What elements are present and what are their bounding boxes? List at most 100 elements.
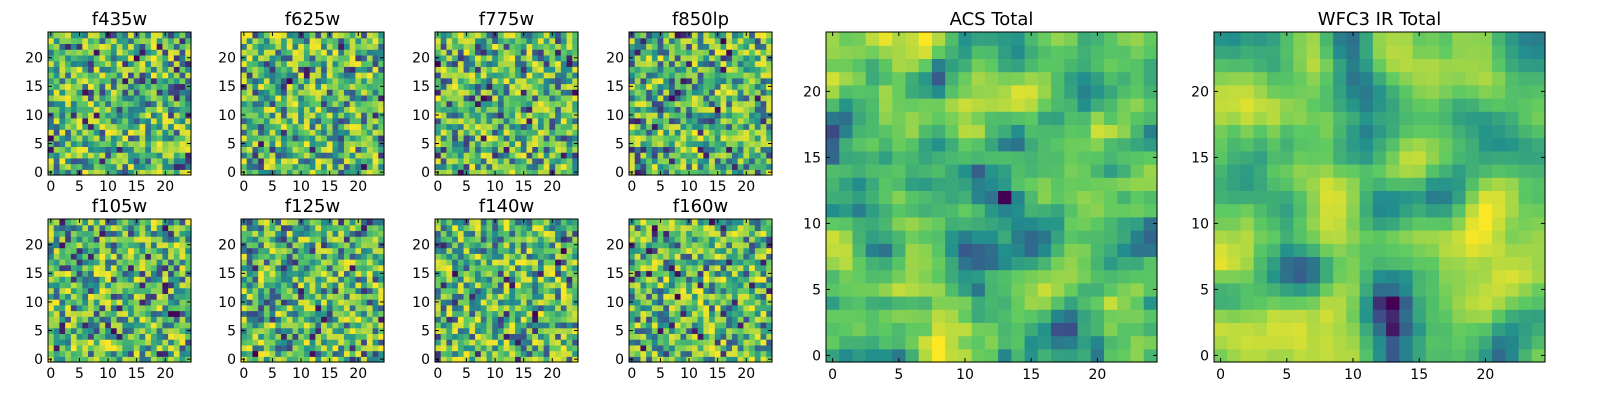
heatmap-cell <box>697 43 704 50</box>
heatmap-cell <box>59 89 66 96</box>
heatmap-cell <box>657 77 664 85</box>
heatmap-cell <box>714 94 722 102</box>
heatmap-cell <box>303 146 311 153</box>
heatmap-cell <box>691 299 699 306</box>
heatmap-cell <box>275 140 282 147</box>
heatmap-cell <box>343 106 351 113</box>
heatmap-cell <box>168 112 175 119</box>
heatmap-cell <box>110 356 118 363</box>
heatmap-cell <box>263 100 271 107</box>
heatmap-cell <box>281 316 288 323</box>
heatmap-cell <box>469 83 476 90</box>
heatmap-cell <box>452 129 459 136</box>
heatmap-cell <box>361 66 368 73</box>
heatmap-cell <box>372 259 379 266</box>
heatmap-cell <box>366 112 374 119</box>
heatmap-cell <box>737 123 744 130</box>
heatmap-cell <box>332 253 339 260</box>
heatmap-cell <box>657 287 664 294</box>
heatmap-cell <box>463 163 470 170</box>
heatmap-cell <box>720 117 727 125</box>
heatmap-cell <box>275 224 282 232</box>
heatmap-cell <box>321 72 328 79</box>
heatmap-cell <box>629 123 636 130</box>
heatmap-cell <box>258 339 265 346</box>
heatmap-cell <box>480 83 488 90</box>
heatmap-cell <box>697 106 704 113</box>
heatmap-cell <box>634 32 642 39</box>
heatmap-cell <box>128 54 135 62</box>
heatmap-cell <box>560 247 568 254</box>
tick-label: 0 <box>34 352 43 368</box>
heatmap-cell <box>480 37 488 45</box>
tick-label: 0 <box>433 179 442 195</box>
heatmap-cell <box>241 304 248 312</box>
heatmap-cell <box>246 293 254 300</box>
heatmap-cell <box>361 129 368 136</box>
heatmap-cell <box>754 281 762 289</box>
heatmap-cell <box>555 134 562 142</box>
heatmap-cell <box>315 327 322 334</box>
heatmap-cell <box>680 276 687 283</box>
heatmap-cell <box>326 83 334 90</box>
heatmap-cell <box>349 224 356 232</box>
heatmap-cell <box>105 89 112 96</box>
heatmap-cell <box>480 327 488 334</box>
heatmap-cell <box>315 112 322 119</box>
heatmap-cell <box>509 49 516 56</box>
heatmap-cell <box>309 321 316 329</box>
heatmap-cell <box>258 77 265 85</box>
heatmap-cell <box>515 230 522 237</box>
heatmap-cell <box>640 49 647 56</box>
heatmap-cell <box>634 123 642 130</box>
heatmap-cell <box>355 140 362 147</box>
heatmap-cell <box>486 259 493 266</box>
heatmap-cell <box>503 157 510 165</box>
heatmap-cell <box>150 299 158 306</box>
heatmap-cell <box>697 94 704 102</box>
heatmap-cell <box>286 304 294 312</box>
heatmap-cell <box>139 299 146 306</box>
heatmap-cell <box>355 106 362 113</box>
heatmap-cell <box>76 350 83 357</box>
heatmap-cell <box>526 350 533 357</box>
panel-title: f850lp <box>672 9 729 30</box>
heatmap-cell <box>743 112 750 119</box>
heatmap-cell <box>366 83 374 90</box>
heatmap-cell <box>475 247 482 254</box>
heatmap-cell <box>509 259 516 266</box>
heatmap-cell <box>59 37 66 45</box>
heatmap-cell <box>674 43 682 50</box>
heatmap-cell <box>640 54 647 62</box>
heatmap-cell <box>88 264 95 272</box>
heatmap-cell <box>503 339 510 346</box>
heatmap-cell <box>435 117 442 125</box>
heatmap-cell <box>269 281 276 289</box>
heatmap-cell <box>749 83 756 90</box>
heatmap-cell <box>492 94 499 102</box>
heatmap-cell <box>452 287 459 294</box>
heatmap-cell <box>463 60 470 67</box>
heatmap-cell <box>263 316 271 323</box>
heatmap-cell <box>714 77 722 85</box>
heatmap-cell <box>361 327 368 334</box>
heatmap-cell <box>150 219 158 226</box>
heatmap-cell <box>241 333 248 340</box>
heatmap-cell <box>503 60 510 67</box>
heatmap-cell <box>463 333 470 340</box>
heatmap-cell <box>526 134 533 142</box>
heatmap-cell <box>156 287 163 294</box>
heatmap-cell <box>292 350 299 357</box>
heatmap-cell <box>560 276 568 283</box>
heatmap-cell <box>53 72 61 79</box>
tick-label: 15 <box>25 79 43 95</box>
heatmap-cell <box>65 310 72 317</box>
heatmap-cell <box>378 350 385 357</box>
heatmap-cell <box>82 293 89 300</box>
heatmap-cell <box>292 169 299 176</box>
heatmap-cell <box>286 281 294 289</box>
heatmap-cell <box>263 43 271 50</box>
heatmap-cell <box>269 236 276 243</box>
heatmap-cell <box>349 37 356 45</box>
